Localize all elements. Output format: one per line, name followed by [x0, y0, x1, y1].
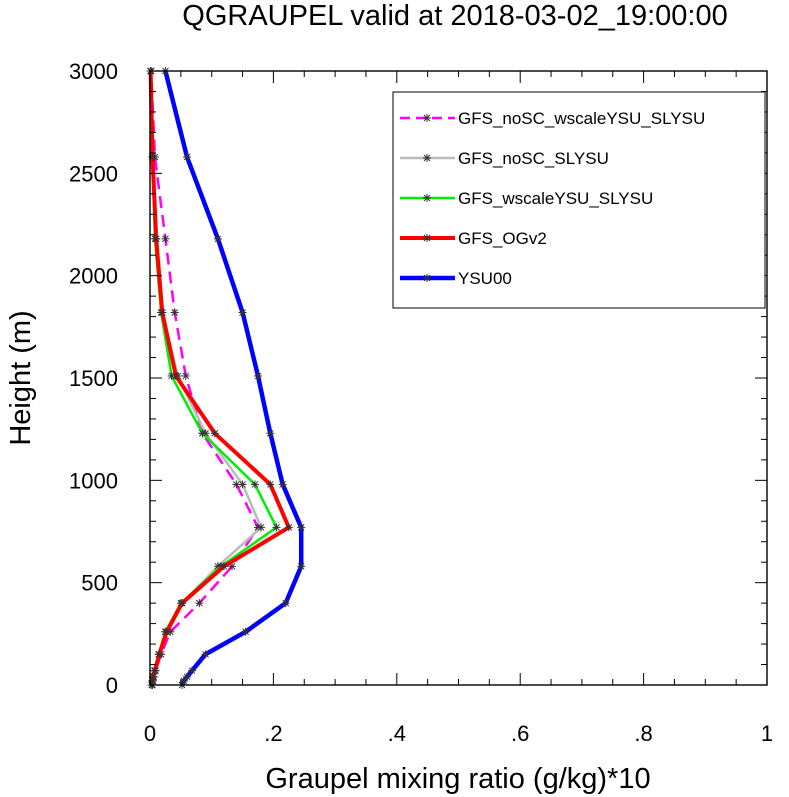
legend-marker [423, 234, 431, 242]
data-point [183, 672, 192, 681]
x-tick-label: .2 [264, 721, 282, 746]
legend-label: GFS_noSC_wscaleYSU_SLYSU [458, 109, 705, 128]
data-point [213, 234, 222, 243]
legend-item: GFS_wscaleYSU_SLYSU [400, 189, 653, 208]
legend: GFS_noSC_wscaleYSU_SLYSU GFS_noSC_SLYSU GF… [392, 91, 766, 309]
data-point [284, 523, 293, 532]
series-gfs-ogv2 [146, 67, 293, 689]
y-tick-label: 1500 [69, 366, 118, 391]
legend-item: GFS_noSC_SLYSU [400, 149, 609, 168]
data-point [158, 308, 167, 317]
x-tick-label: .8 [634, 721, 652, 746]
data-point [195, 599, 204, 608]
legend-marker [423, 274, 431, 282]
chart-title: QGRAUPEL valid at 2018-03-02_19:00:00 [182, 0, 727, 32]
data-point [181, 371, 190, 380]
data-point [149, 672, 158, 681]
legend-marker [423, 194, 431, 202]
data-point [241, 627, 250, 636]
data-point [152, 234, 161, 243]
data-point [187, 666, 196, 675]
y-tick-label: 3000 [69, 59, 118, 84]
legend-item: YSU00 [400, 269, 512, 288]
data-point [238, 480, 247, 489]
y-tick-label: 1000 [69, 468, 118, 493]
legend-marker [423, 114, 431, 122]
data-point [183, 152, 192, 161]
data-point [198, 429, 207, 438]
data-point [155, 650, 164, 659]
data-point [281, 599, 290, 608]
legend-label: GFS_OGv2 [458, 229, 547, 248]
legend-item: GFS_noSC_wscaleYSU_SLYSU [400, 109, 705, 128]
y-tick-labels: 0 500 1000 1500 2000 2500 3000 [69, 59, 118, 698]
data-point [297, 562, 306, 571]
legend-label: GFS_wscaleYSU_SLYSU [458, 189, 653, 208]
data-point [238, 308, 247, 317]
y-tick-label: 2500 [69, 161, 118, 186]
x-tick-labels: 0 .2 .4 .6 .8 1 [144, 721, 773, 746]
data-point [250, 480, 259, 489]
series-line [149, 70, 260, 686]
data-point [257, 523, 266, 532]
data-point [201, 650, 210, 659]
series-gfs-nosc-wscaleysu-slysu [147, 67, 262, 689]
legend-box [392, 91, 766, 309]
data-point [253, 371, 262, 380]
data-point [278, 480, 287, 489]
legend-marker [423, 154, 431, 162]
data-point [210, 429, 219, 438]
series-ysu00 [161, 67, 306, 689]
data-point [162, 627, 171, 636]
data-point [220, 562, 229, 571]
series-lines [146, 67, 306, 689]
x-axis-label: Graupel mixing ratio (g/kg)*10 [265, 763, 650, 795]
data-point [170, 308, 179, 317]
data-point [179, 676, 188, 685]
x-tick-label: .6 [511, 721, 529, 746]
y-tick-label: 0 [106, 673, 118, 698]
data-point [178, 599, 187, 608]
x-tick-label: 0 [144, 721, 156, 746]
data-point [272, 523, 281, 532]
data-point [150, 666, 159, 675]
data-point [161, 234, 170, 243]
y-axis-label: Height (m) [5, 310, 37, 445]
x-tick-label: 1 [761, 721, 773, 746]
legend-label: GFS_noSC_SLYSU [458, 149, 609, 168]
data-point [232, 480, 241, 489]
data-point [171, 371, 180, 380]
data-point [297, 523, 306, 532]
x-tick-label: .4 [388, 721, 406, 746]
series-line [149, 70, 263, 686]
data-point [266, 429, 275, 438]
y-tick-label: 2000 [69, 264, 118, 289]
y-tick-label: 500 [81, 571, 118, 596]
legend-item: GFS_OGv2 [400, 229, 547, 248]
data-point [266, 480, 275, 489]
legend-label: YSU00 [458, 269, 512, 288]
